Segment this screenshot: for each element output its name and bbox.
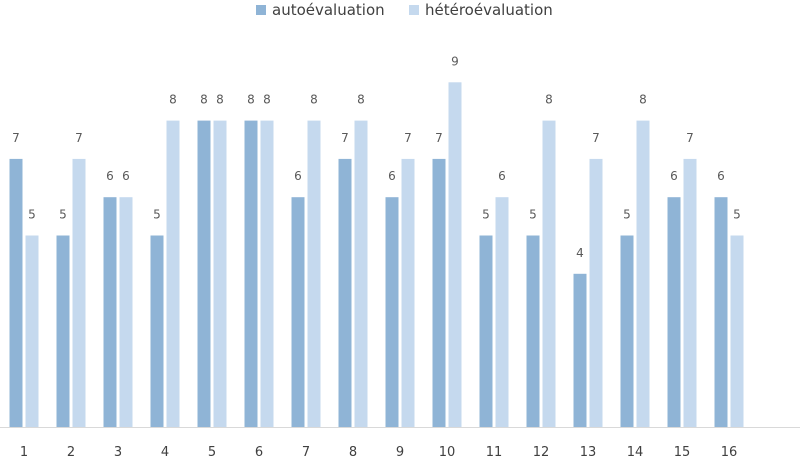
legend-item-heteroevaluation: hétéroévaluation	[409, 1, 553, 19]
bar-heteroevaluation-5	[213, 120, 227, 427]
x-tick-label-14: 14	[627, 445, 644, 459]
bar-heteroevaluation-6	[260, 120, 274, 427]
legend: autoévaluation hétéroévaluation	[0, 0, 800, 22]
data-label-autoevaluation-3: 6	[106, 169, 114, 183]
data-label-heteroevaluation-2: 7	[75, 131, 83, 145]
data-label-heteroevaluation-15: 7	[686, 131, 694, 145]
x-tick-label-8: 8	[349, 445, 357, 459]
data-label-autoevaluation-1: 7	[12, 131, 20, 145]
data-label-autoevaluation-6: 8	[247, 93, 255, 107]
data-label-autoevaluation-7: 6	[294, 169, 302, 183]
legend-item-autoevaluation: autoévaluation	[256, 1, 385, 19]
data-label-heteroevaluation-9: 7	[404, 131, 412, 145]
data-label-autoevaluation-4: 5	[153, 208, 161, 222]
bar-heteroevaluation-11	[495, 197, 509, 427]
data-label-heteroevaluation-16: 5	[733, 208, 741, 222]
bar-autoevaluation-1	[9, 158, 23, 427]
x-tick-label-7: 7	[302, 445, 310, 459]
data-label-autoevaluation-8: 7	[341, 131, 349, 145]
bar-heteroevaluation-15	[683, 158, 697, 427]
x-tick-label-16: 16	[721, 445, 738, 459]
bar-autoevaluation-8	[338, 158, 352, 427]
bar-heteroevaluation-9	[401, 158, 415, 427]
bar-heteroevaluation-13	[589, 158, 603, 427]
bar-autoevaluation-13	[573, 273, 587, 427]
x-tick-label-5: 5	[208, 445, 216, 459]
bar-heteroevaluation-1	[25, 235, 39, 427]
bar-heteroevaluation-8	[354, 120, 368, 427]
bar-autoevaluation-16	[714, 197, 728, 427]
bar-autoevaluation-14	[620, 235, 634, 427]
bar-autoevaluation-10	[432, 158, 446, 427]
x-tick-label-2: 2	[67, 445, 75, 459]
legend-swatch-autoevaluation	[256, 5, 266, 15]
legend-label-heteroevaluation: hétéroévaluation	[425, 1, 553, 19]
bar-autoevaluation-7	[291, 197, 305, 427]
bars	[9, 82, 744, 428]
data-label-heteroevaluation-14: 8	[639, 93, 647, 107]
x-tick-label-1: 1	[20, 445, 28, 459]
bar-heteroevaluation-16	[730, 235, 744, 427]
data-label-heteroevaluation-6: 8	[263, 93, 271, 107]
data-label-heteroevaluation-12: 8	[545, 93, 553, 107]
data-label-heteroevaluation-8: 8	[357, 93, 365, 107]
data-label-autoevaluation-14: 5	[623, 208, 631, 222]
bar-heteroevaluation-2	[72, 158, 86, 427]
bar-heteroevaluation-12	[542, 120, 556, 427]
data-label-heteroevaluation-13: 7	[592, 131, 600, 145]
data-label-heteroevaluation-4: 8	[169, 93, 177, 107]
x-tick-label-15: 15	[674, 445, 691, 459]
data-label-autoevaluation-2: 5	[59, 208, 67, 222]
bar-autoevaluation-2	[56, 235, 70, 427]
bar-autoevaluation-15	[667, 197, 681, 427]
bar-autoevaluation-3	[103, 197, 117, 427]
legend-swatch-heteroevaluation	[409, 5, 419, 15]
data-label-heteroevaluation-3: 6	[122, 169, 130, 183]
bar-heteroevaluation-14	[636, 120, 650, 427]
x-tick-label-3: 3	[114, 445, 122, 459]
bar-heteroevaluation-3	[119, 197, 133, 427]
data-label-heteroevaluation-7: 8	[310, 93, 318, 107]
data-label-autoevaluation-5: 8	[200, 93, 208, 107]
x-tick-label-10: 10	[439, 445, 456, 459]
x-tick-label-4: 4	[161, 445, 169, 459]
data-label-autoevaluation-13: 4	[576, 246, 584, 260]
x-tick-label-9: 9	[396, 445, 404, 459]
x-tick-label-6: 6	[255, 445, 263, 459]
bar-heteroevaluation-7	[307, 120, 321, 427]
data-label-autoevaluation-11: 5	[482, 208, 490, 222]
bar-autoevaluation-4	[150, 235, 164, 427]
x-tick-label-13: 13	[580, 445, 597, 459]
data-label-heteroevaluation-5: 8	[216, 93, 224, 107]
data-label-heteroevaluation-11: 6	[498, 169, 506, 183]
data-label-autoevaluation-16: 6	[717, 169, 725, 183]
bar-autoevaluation-9	[385, 197, 399, 427]
bar-autoevaluation-5	[197, 120, 211, 427]
data-label-heteroevaluation-1: 5	[28, 208, 36, 222]
data-label-heteroevaluation-10: 9	[451, 54, 459, 68]
bar-heteroevaluation-10	[448, 82, 462, 428]
data-label-autoevaluation-9: 6	[388, 169, 396, 183]
bar-heteroevaluation-4	[166, 120, 180, 427]
data-label-autoevaluation-10: 7	[435, 131, 443, 145]
x-axis-ticks: 1 2 3 4 5 6 7 8 9 10 11 12 13 14 15 16	[20, 445, 737, 459]
data-label-autoevaluation-12: 5	[529, 208, 537, 222]
bar-autoevaluation-11	[479, 235, 493, 427]
bar-autoevaluation-6	[244, 120, 258, 427]
x-tick-label-12: 12	[533, 445, 550, 459]
x-tick-label-11: 11	[486, 445, 503, 459]
legend-label-autoevaluation: autoévaluation	[272, 1, 385, 19]
bar-autoevaluation-12	[526, 235, 540, 427]
data-label-autoevaluation-15: 6	[670, 169, 678, 183]
